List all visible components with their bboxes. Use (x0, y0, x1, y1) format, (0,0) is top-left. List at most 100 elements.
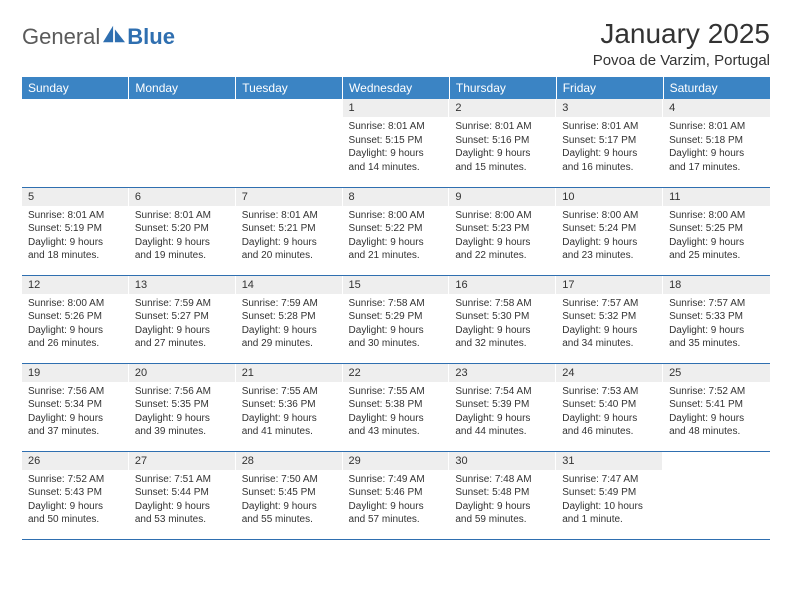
day-line: Daylight: 9 hours (349, 147, 444, 161)
day-number: 27 (129, 452, 236, 470)
dow-friday: Friday (556, 77, 663, 99)
day-line: Sunrise: 7:49 AM (349, 473, 444, 487)
day-line: Sunset: 5:22 PM (349, 222, 444, 236)
day-body: Sunrise: 7:58 AMSunset: 5:29 PMDaylight:… (343, 294, 450, 357)
day-line: and 27 minutes. (135, 337, 230, 351)
day-number: 20 (129, 364, 236, 382)
day-line: Sunrise: 7:59 AM (135, 297, 230, 311)
day-line: Sunset: 5:30 PM (455, 310, 550, 324)
day-number (663, 452, 770, 470)
day-body: Sunrise: 8:00 AMSunset: 5:23 PMDaylight:… (449, 206, 556, 269)
day-line: and 20 minutes. (242, 249, 337, 263)
day-body: Sunrise: 7:56 AMSunset: 5:35 PMDaylight:… (129, 382, 236, 445)
day-cell: 28Sunrise: 7:50 AMSunset: 5:45 PMDayligh… (236, 451, 343, 539)
day-line: Daylight: 9 hours (242, 500, 337, 514)
day-cell: 27Sunrise: 7:51 AMSunset: 5:44 PMDayligh… (129, 451, 236, 539)
day-line: and 15 minutes. (455, 161, 550, 175)
day-line: Sunrise: 7:53 AM (562, 385, 657, 399)
day-line: Sunrise: 8:01 AM (455, 120, 550, 134)
day-line: Sunset: 5:21 PM (242, 222, 337, 236)
day-cell: 2Sunrise: 8:01 AMSunset: 5:16 PMDaylight… (449, 99, 556, 187)
day-number: 7 (236, 188, 343, 206)
dow-sunday: Sunday (22, 77, 129, 99)
day-number: 5 (22, 188, 129, 206)
day-line: Sunrise: 8:00 AM (669, 209, 764, 223)
day-cell: 11Sunrise: 8:00 AMSunset: 5:25 PMDayligh… (663, 187, 770, 275)
day-body (663, 470, 770, 479)
day-line: Sunrise: 8:01 AM (562, 120, 657, 134)
day-number: 2 (449, 99, 556, 117)
day-line: Daylight: 9 hours (455, 147, 550, 161)
day-line: Daylight: 9 hours (135, 412, 230, 426)
day-body: Sunrise: 7:49 AMSunset: 5:46 PMDaylight:… (343, 470, 450, 533)
day-line: Sunrise: 7:55 AM (349, 385, 444, 399)
day-line: Daylight: 9 hours (349, 500, 444, 514)
day-number: 18 (663, 276, 770, 294)
day-line: Sunset: 5:15 PM (349, 134, 444, 148)
day-line: Daylight: 9 hours (562, 147, 657, 161)
day-line: Daylight: 10 hours (562, 500, 657, 514)
day-number (129, 99, 236, 117)
day-number: 26 (22, 452, 129, 470)
day-line: Sunset: 5:49 PM (562, 486, 657, 500)
day-line: Daylight: 9 hours (669, 324, 764, 338)
week-row: 19Sunrise: 7:56 AMSunset: 5:34 PMDayligh… (22, 363, 770, 451)
day-line: Daylight: 9 hours (562, 324, 657, 338)
dow-monday: Monday (129, 77, 236, 99)
day-line: Sunrise: 8:01 AM (242, 209, 337, 223)
day-line: Sunset: 5:25 PM (669, 222, 764, 236)
day-body: Sunrise: 7:55 AMSunset: 5:38 PMDaylight:… (343, 382, 450, 445)
day-number: 24 (556, 364, 663, 382)
day-cell: 31Sunrise: 7:47 AMSunset: 5:49 PMDayligh… (556, 451, 663, 539)
day-line: Daylight: 9 hours (135, 324, 230, 338)
day-line: Daylight: 9 hours (28, 412, 123, 426)
day-body: Sunrise: 8:00 AMSunset: 5:22 PMDaylight:… (343, 206, 450, 269)
day-line: Daylight: 9 hours (455, 500, 550, 514)
day-line: and 48 minutes. (669, 425, 764, 439)
day-line: Daylight: 9 hours (28, 500, 123, 514)
day-line: and 23 minutes. (562, 249, 657, 263)
day-cell: 12Sunrise: 8:00 AMSunset: 5:26 PMDayligh… (22, 275, 129, 363)
day-line: Sunset: 5:18 PM (669, 134, 764, 148)
day-body: Sunrise: 7:57 AMSunset: 5:32 PMDaylight:… (556, 294, 663, 357)
day-body: Sunrise: 8:01 AMSunset: 5:18 PMDaylight:… (663, 117, 770, 180)
brand-logo: General Blue (22, 24, 175, 50)
day-body: Sunrise: 7:48 AMSunset: 5:48 PMDaylight:… (449, 470, 556, 533)
day-line: Daylight: 9 hours (349, 412, 444, 426)
day-number: 30 (449, 452, 556, 470)
day-body: Sunrise: 7:58 AMSunset: 5:30 PMDaylight:… (449, 294, 556, 357)
dow-thursday: Thursday (449, 77, 556, 99)
day-body: Sunrise: 7:55 AMSunset: 5:36 PMDaylight:… (236, 382, 343, 445)
day-line: Sunset: 5:28 PM (242, 310, 337, 324)
day-line: Sunset: 5:17 PM (562, 134, 657, 148)
day-cell: 7Sunrise: 8:01 AMSunset: 5:21 PMDaylight… (236, 187, 343, 275)
day-body (22, 117, 129, 126)
day-line: Sunrise: 8:00 AM (562, 209, 657, 223)
day-line: Sunrise: 7:50 AM (242, 473, 337, 487)
day-line: Sunset: 5:33 PM (669, 310, 764, 324)
day-number: 19 (22, 364, 129, 382)
day-line: Daylight: 9 hours (242, 324, 337, 338)
day-line: Sunset: 5:34 PM (28, 398, 123, 412)
day-cell: 3Sunrise: 8:01 AMSunset: 5:17 PMDaylight… (556, 99, 663, 187)
day-body: Sunrise: 8:01 AMSunset: 5:17 PMDaylight:… (556, 117, 663, 180)
day-line: Sunrise: 7:58 AM (349, 297, 444, 311)
day-cell: 30Sunrise: 7:48 AMSunset: 5:48 PMDayligh… (449, 451, 556, 539)
day-line: Daylight: 9 hours (455, 236, 550, 250)
day-line: and 55 minutes. (242, 513, 337, 527)
day-cell: 24Sunrise: 7:53 AMSunset: 5:40 PMDayligh… (556, 363, 663, 451)
day-body: Sunrise: 8:01 AMSunset: 5:16 PMDaylight:… (449, 117, 556, 180)
day-number: 28 (236, 452, 343, 470)
day-cell: 29Sunrise: 7:49 AMSunset: 5:46 PMDayligh… (343, 451, 450, 539)
day-body: Sunrise: 7:54 AMSunset: 5:39 PMDaylight:… (449, 382, 556, 445)
day-number: 31 (556, 452, 663, 470)
calendar-table: Sunday Monday Tuesday Wednesday Thursday… (22, 77, 770, 540)
day-line: Daylight: 9 hours (669, 147, 764, 161)
day-line: Sunset: 5:16 PM (455, 134, 550, 148)
day-number: 12 (22, 276, 129, 294)
day-number: 23 (449, 364, 556, 382)
day-number: 3 (556, 99, 663, 117)
day-body (236, 117, 343, 126)
day-line: and 34 minutes. (562, 337, 657, 351)
day-line: Daylight: 9 hours (669, 236, 764, 250)
